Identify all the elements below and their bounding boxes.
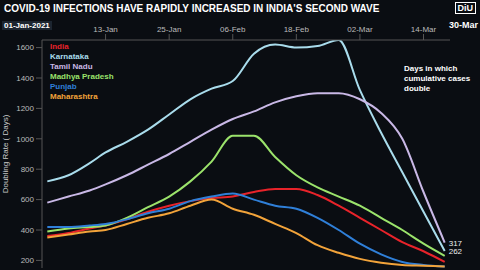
html-text:Karnataka: Karnataka xyxy=(50,52,89,61)
svg-text:1000: 1000 xyxy=(16,135,34,144)
svg-text:262: 262 xyxy=(449,247,463,256)
svg-text:02-Mar: 02-Mar xyxy=(347,25,373,34)
svg-text:200: 200 xyxy=(21,256,35,265)
html-text:India: India xyxy=(50,42,69,51)
svg-text:06-Feb: 06-Feb xyxy=(220,25,246,34)
html-text:Tamil Nadu: Tamil Nadu xyxy=(50,62,93,71)
html-text:Days in which cumulative cases: Days in which cumulative cases double xyxy=(404,64,471,93)
html-text:30-Mar: 30-Mar xyxy=(449,20,478,30)
svg-text:400: 400 xyxy=(21,226,35,235)
html-text:Maharashtra: Maharashtra xyxy=(50,92,98,101)
svg-text:317: 317 xyxy=(449,239,463,248)
svg-text:13-Jan: 13-Jan xyxy=(93,25,117,34)
svg-text:600: 600 xyxy=(21,195,35,204)
svg-text:1400: 1400 xyxy=(16,74,34,83)
svg-text:1600: 1600 xyxy=(16,43,34,52)
svg-text:18-Feb: 18-Feb xyxy=(284,25,310,34)
html-text:01-Jan-2021: 01-Jan-2021 xyxy=(4,21,50,30)
svg-text:25-Jan: 25-Jan xyxy=(157,25,181,34)
svg-text:14-Mar: 14-Mar xyxy=(411,25,437,34)
svg-text:800: 800 xyxy=(21,165,35,174)
svg-text:Doubling Rate ( Days): Doubling Rate ( Days) xyxy=(8,114,10,193)
html-text:Punjab: Punjab xyxy=(50,82,77,91)
html-text:Madhya Pradesh: Madhya Pradesh xyxy=(50,72,114,81)
html-text:COVID-19 INFECTIONS HAVE RAPID: COVID-19 INFECTIONS HAVE RAPIDLY INCREAS… xyxy=(4,3,380,14)
html-text:DiU: DiU xyxy=(457,3,473,13)
svg-text:1200: 1200 xyxy=(16,104,34,113)
